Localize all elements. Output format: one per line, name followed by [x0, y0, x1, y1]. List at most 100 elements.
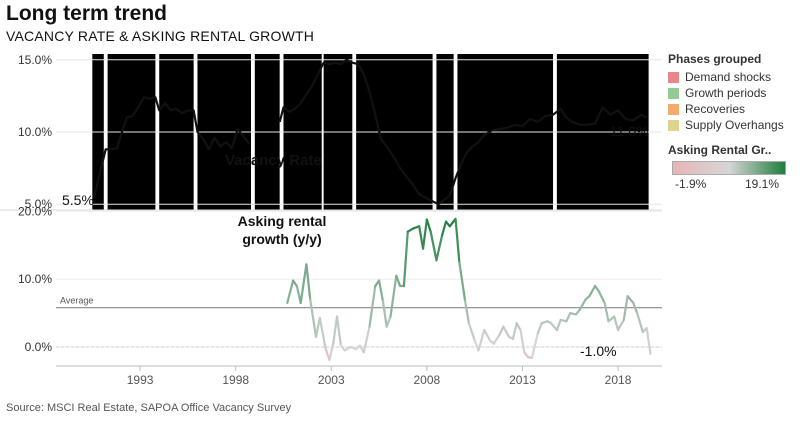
- growth-line-segment: [402, 230, 409, 288]
- growth-line-segment: [467, 322, 476, 342]
- growth-line-segment: [555, 318, 562, 332]
- series-label-vacancy: Vacancy Rate: [225, 152, 322, 169]
- growth-line-segment: [483, 328, 492, 342]
- series-label-growth: growth (y/y): [242, 231, 321, 247]
- growth-line-segment: [385, 315, 392, 328]
- phases-legend: Phases grouped Demand shocks Growth peri…: [668, 52, 804, 133]
- growth-line-segment: [389, 274, 398, 318]
- legend-item-label: Supply Overhangs: [685, 118, 784, 132]
- end-value-label: 11.0%: [610, 123, 649, 139]
- start-value-label: 5.5%: [62, 192, 94, 208]
- growth-line-segment: [565, 312, 572, 323]
- source-note: Source: MSCI Real Estate, SAPOA Office V…: [6, 402, 292, 414]
- page-subtitle: VACANCY RATE & ASKING RENTAL GROWTH: [6, 28, 315, 44]
- x-tick-label: 2013: [509, 373, 536, 387]
- growth-line-segment: [588, 284, 597, 298]
- y-tick-label: 15.0%: [18, 53, 52, 67]
- growth-line-segment: [463, 299, 471, 325]
- growth-line-segment: [645, 326, 652, 355]
- legend-item-recoveries[interactable]: Recoveries: [668, 101, 804, 117]
- vacancy-line: [93, 96, 250, 198]
- legend-title: Phases grouped: [668, 52, 762, 66]
- x-tick-label: 2003: [318, 373, 345, 387]
- vacancy-line: [278, 58, 648, 206]
- growth-line-segment: [435, 234, 444, 262]
- growth-line-segment: [519, 328, 526, 354]
- growth-line-segment: [498, 325, 505, 336]
- growth-line-segment: [305, 263, 312, 301]
- growth-line-segment: [536, 322, 543, 335]
- growth-line-segment: [603, 301, 610, 323]
- legend-item-growth-periods[interactable]: Growth periods: [668, 85, 804, 101]
- legend-swatch: [668, 119, 679, 131]
- growth-line-segment: [622, 295, 629, 322]
- growth-line-segment: [511, 322, 518, 341]
- growth-line-segment: [454, 217, 461, 264]
- growth-line-segment: [291, 279, 298, 288]
- legend-item-label: Growth periods: [685, 86, 767, 100]
- growth-line-segment: [318, 316, 327, 350]
- legend-swatch: [668, 71, 679, 83]
- growth-line-segment: [492, 333, 501, 345]
- growth-line-segment: [309, 298, 318, 338]
- x-tick-label: 1993: [127, 373, 154, 387]
- x-tick-label: 2008: [414, 373, 441, 387]
- growth-line-segment: [616, 318, 625, 332]
- end-value-label: -1.0%: [580, 343, 617, 359]
- legend-swatch: [668, 103, 679, 115]
- growth-line-segment: [578, 298, 587, 311]
- growth-line-segment: [314, 316, 321, 338]
- growth-line-segment: [530, 332, 539, 359]
- growth-line-segment: [377, 279, 384, 303]
- growth-line-segment: [339, 343, 346, 352]
- gradient-legend-min: -1.9%: [675, 177, 707, 191]
- y-tick-label: 5.0%: [25, 197, 53, 211]
- growth-line-segment: [299, 263, 308, 305]
- growth-line-segment: [477, 328, 486, 352]
- y-tick-label: 10.0%: [18, 125, 52, 139]
- average-label: Average: [60, 296, 93, 306]
- growth-line-segment: [550, 322, 558, 332]
- growth-line-segment: [458, 261, 467, 303]
- growth-line-segment: [593, 284, 601, 293]
- growth-line-segment: [335, 315, 342, 347]
- growth-line-segment: [362, 325, 371, 354]
- growth-line-segment: [632, 301, 639, 315]
- gradient-legend-bar: [672, 161, 786, 175]
- legend-item-demand-shocks[interactable]: Demand shocks: [668, 69, 804, 85]
- growth-line-segment: [425, 218, 432, 233]
- growth-line-segment: [395, 274, 402, 288]
- x-tick-label: 1998: [222, 373, 249, 387]
- growth-line-segment: [332, 315, 339, 345]
- legend-swatch: [668, 87, 679, 99]
- legend-item-label: Demand shocks: [685, 70, 772, 84]
- growth-line-segment: [597, 290, 606, 305]
- legend-item-supply-overhangs[interactable]: Supply Overhangs: [668, 117, 804, 133]
- growth-line-segment: [429, 230, 438, 262]
- growth-line-segment: [343, 345, 352, 352]
- growth-line-segment: [502, 325, 511, 338]
- page-title: Long term trend: [6, 2, 167, 25]
- growth-line-segment: [441, 220, 448, 237]
- legend-item-label: Recoveries: [685, 102, 746, 116]
- y-tick-label: 0.0%: [25, 340, 53, 354]
- growth-line-segment: [626, 295, 635, 305]
- growth-line-segment: [406, 227, 415, 233]
- x-tick-label: 2018: [605, 373, 632, 387]
- series-label-growth: Asking rental: [238, 213, 327, 229]
- gradient-legend-title: Asking Rental Gr..: [668, 143, 772, 157]
- growth-line-segment: [515, 322, 522, 332]
- growth-line-segment: [381, 299, 388, 328]
- y-tick-label: 20.0%: [18, 204, 52, 218]
- growth-line-segment: [368, 284, 377, 328]
- growth-line-segment: [636, 312, 644, 334]
- growth-line-segment: [328, 342, 335, 362]
- growth-line-segment: [613, 315, 620, 332]
- growth-line-segment: [421, 218, 428, 250]
- growth-line-segment: [286, 279, 295, 305]
- gradient-legend-max: 19.1%: [745, 177, 780, 191]
- growth-line-segment: [607, 315, 616, 323]
- y-tick-label: 10.0%: [18, 272, 52, 286]
- growth-line-segment: [418, 225, 425, 250]
